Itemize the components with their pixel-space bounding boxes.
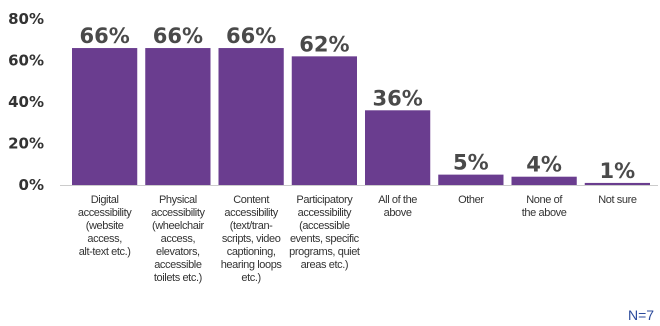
data-label: 1% [600,159,636,183]
bar [584,182,650,185]
sample-size-note: N=7 [628,307,654,323]
x-tick-label: Content accessibility (text/tran-scripts, … [221,194,283,284]
x-tick-label: All of the above [378,194,417,219]
data-label: 36% [372,86,422,110]
data-labels: 66% 66% 66% 62% 36% 5% 4% 1% [79,24,635,183]
data-label: 62% [299,32,349,56]
x-tick-label: None of the above [522,194,567,219]
bar [291,56,357,185]
data-label: 66% [153,24,203,48]
y-tick-label: 40% [8,93,44,111]
data-label: 4% [526,153,562,177]
x-axis-labels: Digital accessibility (website access, alt-t… [78,194,637,284]
x-tick-label: Other [458,194,484,206]
bars [72,48,650,185]
x-tick-label: Digital accessibility (website access, alt-t… [78,194,132,258]
bar [511,176,577,185]
y-tick-label: 0% [19,176,44,194]
bar [365,110,431,185]
bar [438,174,504,185]
bar [218,48,284,185]
y-tick-label: 60% [8,52,44,70]
data-label: 66% [226,24,276,48]
y-axis: 0% 20% 40% 60% 80% [8,10,44,194]
data-label: 66% [79,24,129,48]
x-tick-label: Physical accessibility (wheelchair access, e… [151,194,205,284]
x-tick-label: Not sure [598,194,637,206]
x-tick-label: Participatory accessibility (accessible eve… [289,194,360,271]
data-label: 5% [453,151,489,175]
bar [72,48,138,185]
y-tick-label: 80% [8,10,44,28]
bar [145,48,211,185]
y-tick-label: 20% [8,135,44,153]
